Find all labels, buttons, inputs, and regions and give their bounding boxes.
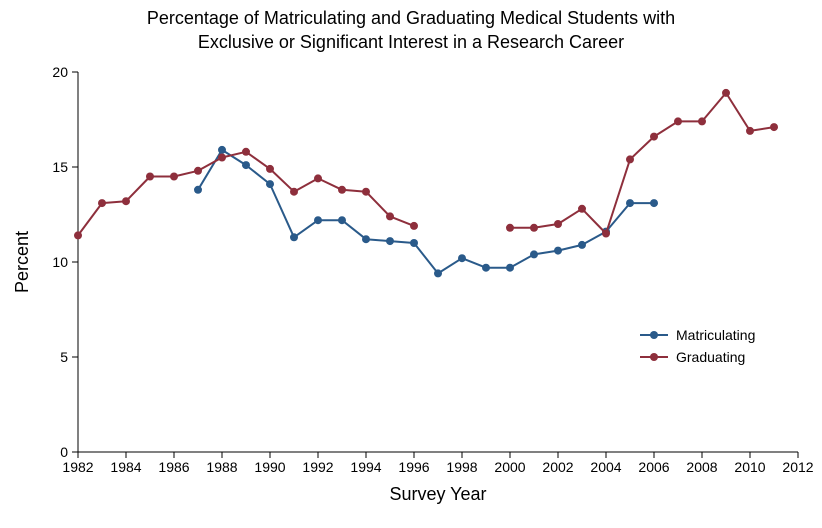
series-marker-matriculating bbox=[458, 254, 466, 262]
x-tick-label: 1998 bbox=[446, 459, 477, 475]
line-chart: Percentage of Matriculating and Graduati… bbox=[0, 0, 822, 528]
series-marker-graduating bbox=[530, 224, 538, 232]
series-marker-graduating bbox=[218, 154, 226, 162]
series-marker-matriculating bbox=[314, 216, 322, 224]
chart-title-line2: Exclusive or Significant Interest in a R… bbox=[198, 32, 624, 52]
series-marker-graduating bbox=[362, 188, 370, 196]
x-tick-label: 2012 bbox=[782, 459, 813, 475]
series-marker-graduating bbox=[146, 173, 154, 181]
series-marker-matriculating bbox=[386, 237, 394, 245]
series-marker-matriculating bbox=[626, 199, 634, 207]
chart-container: Percentage of Matriculating and Graduati… bbox=[0, 0, 822, 528]
x-tick-label: 1996 bbox=[398, 459, 429, 475]
series-marker-matriculating bbox=[434, 269, 442, 277]
x-tick-label: 1982 bbox=[62, 459, 93, 475]
series-marker-graduating bbox=[626, 155, 634, 163]
series-marker-matriculating bbox=[338, 216, 346, 224]
series-marker-graduating bbox=[290, 188, 298, 196]
series-marker-graduating bbox=[122, 197, 130, 205]
legend-marker bbox=[650, 353, 658, 361]
series-marker-matriculating bbox=[242, 161, 250, 169]
series-marker-matriculating bbox=[506, 264, 514, 272]
x-tick-label: 2004 bbox=[590, 459, 621, 475]
series-marker-graduating bbox=[74, 231, 82, 239]
x-tick-label: 1988 bbox=[206, 459, 237, 475]
series-marker-matriculating bbox=[410, 239, 418, 247]
series-marker-graduating bbox=[674, 117, 682, 125]
x-tick-label: 1984 bbox=[110, 459, 141, 475]
series-marker-matriculating bbox=[650, 199, 658, 207]
y-axis-label: Percent bbox=[12, 231, 32, 293]
series-marker-graduating bbox=[602, 230, 610, 238]
series-marker-graduating bbox=[194, 167, 202, 175]
series-marker-graduating bbox=[506, 224, 514, 232]
x-tick-label: 1992 bbox=[302, 459, 333, 475]
series-marker-graduating bbox=[578, 205, 586, 213]
series-marker-graduating bbox=[698, 117, 706, 125]
x-axis-label: Survey Year bbox=[389, 484, 486, 504]
series-marker-matriculating bbox=[578, 241, 586, 249]
series-marker-matriculating bbox=[290, 233, 298, 241]
series-marker-graduating bbox=[386, 212, 394, 220]
y-tick-label: 10 bbox=[52, 254, 68, 270]
series-marker-graduating bbox=[650, 133, 658, 141]
x-tick-label: 1994 bbox=[350, 459, 381, 475]
series-marker-graduating bbox=[314, 174, 322, 182]
series-marker-matriculating bbox=[530, 250, 538, 258]
legend-label: Graduating bbox=[676, 349, 745, 365]
series-marker-matriculating bbox=[266, 180, 274, 188]
series-marker-matriculating bbox=[554, 247, 562, 255]
series-marker-graduating bbox=[338, 186, 346, 194]
series-marker-graduating bbox=[770, 123, 778, 131]
y-tick-label: 15 bbox=[52, 159, 68, 175]
series-marker-graduating bbox=[98, 199, 106, 207]
series-marker-graduating bbox=[746, 127, 754, 135]
series-marker-graduating bbox=[242, 148, 250, 156]
x-tick-label: 2008 bbox=[686, 459, 717, 475]
series-marker-matriculating bbox=[362, 235, 370, 243]
x-tick-label: 2002 bbox=[542, 459, 573, 475]
x-tick-label: 1986 bbox=[158, 459, 189, 475]
series-marker-matriculating bbox=[194, 186, 202, 194]
series-marker-graduating bbox=[170, 173, 178, 181]
legend-marker bbox=[650, 331, 658, 339]
y-tick-label: 20 bbox=[52, 64, 68, 80]
series-marker-graduating bbox=[266, 165, 274, 173]
series-marker-graduating bbox=[554, 220, 562, 228]
chart-title-line1: Percentage of Matriculating and Graduati… bbox=[147, 8, 675, 28]
series-marker-graduating bbox=[722, 89, 730, 97]
series-marker-matriculating bbox=[218, 146, 226, 154]
series-line-graduating bbox=[510, 93, 774, 234]
legend-label: Matriculating bbox=[676, 327, 755, 343]
x-tick-label: 1990 bbox=[254, 459, 285, 475]
y-tick-label: 5 bbox=[60, 349, 68, 365]
x-tick-label: 2006 bbox=[638, 459, 669, 475]
x-tick-label: 2000 bbox=[494, 459, 525, 475]
y-tick-label: 0 bbox=[60, 444, 68, 460]
series-marker-matriculating bbox=[482, 264, 490, 272]
x-tick-label: 2010 bbox=[734, 459, 765, 475]
series-marker-graduating bbox=[410, 222, 418, 230]
